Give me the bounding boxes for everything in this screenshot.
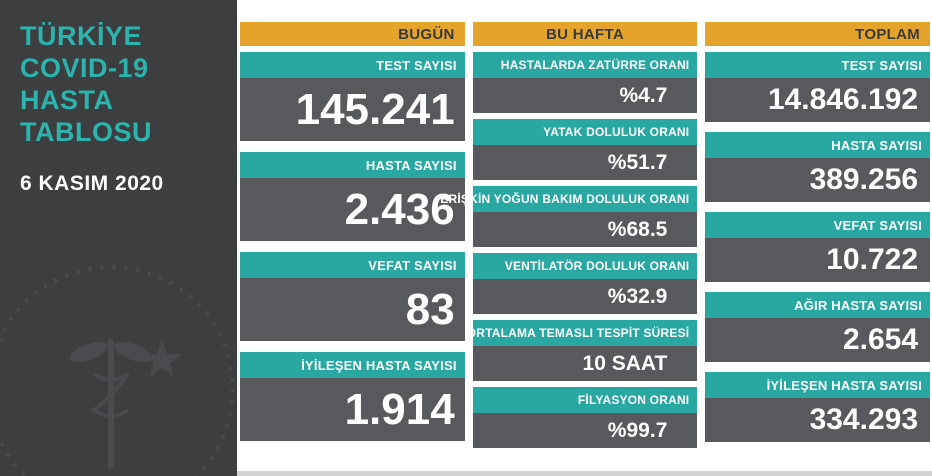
stat-value: %32.9 bbox=[472, 279, 698, 314]
column-toplam: TOPLAM TEST SAYISI 14.846.192 HASTA SAYI… bbox=[705, 22, 931, 476]
column-header-toplam: TOPLAM bbox=[705, 22, 931, 46]
page-title: TÜRKİYE COVID-19 HASTA TABLOSU bbox=[20, 20, 237, 148]
stat-block-vefat-sayisi-toplam: VEFAT SAYISI 10.722 bbox=[705, 212, 931, 282]
stat-label: YATAK DOLULUK ORANI bbox=[472, 119, 698, 145]
stat-block-iyilesen-hasta-toplam: İYİLEŞEN HASTA SAYISI 334.293 bbox=[705, 372, 931, 442]
stat-value: 10.722 bbox=[705, 238, 931, 282]
stat-block-hasta-sayisi-bugun: HASTA SAYISI 2.436 bbox=[240, 152, 465, 241]
stat-label: TEST SAYISI bbox=[705, 52, 931, 78]
title-line-4: TABLOSU bbox=[20, 117, 152, 147]
stat-value: 83 bbox=[240, 278, 465, 341]
stat-value: 145.241 bbox=[240, 78, 465, 141]
stat-block-hasta-sayisi-toplam: HASTA SAYISI 389.256 bbox=[705, 132, 931, 202]
stat-block-yatak-doluluk: YATAK DOLULUK ORANI %51.7 bbox=[472, 119, 698, 180]
ministry-of-health-logo-watermark bbox=[0, 265, 235, 476]
left-panel: TÜRKİYE COVID-19 HASTA TABLOSU 6 KASIM 2… bbox=[0, 0, 237, 476]
stat-label: AĞIR HASTA SAYISI bbox=[705, 292, 931, 318]
stat-block-test-sayisi-bugun: TEST SAYISI 145.241 bbox=[240, 52, 465, 141]
stat-label: TEST SAYISI bbox=[240, 52, 465, 78]
report-date: 6 KASIM 2020 bbox=[20, 172, 164, 195]
stat-label: İYİLEŞEN HASTA SAYISI bbox=[705, 372, 931, 398]
stat-block-agir-hasta-sayisi: AĞIR HASTA SAYISI 2.654 bbox=[705, 292, 931, 362]
stat-value: 389.256 bbox=[705, 158, 931, 202]
stat-label: VEFAT SAYISI bbox=[240, 252, 465, 278]
stat-block-filyasyon-orani: FİLYASYON ORANI %99.7 bbox=[472, 387, 698, 448]
stat-value: %68.5 bbox=[472, 212, 698, 247]
stats-content: BUGÜN TEST SAYISI 145.241 HASTA SAYISI 2… bbox=[237, 0, 932, 476]
bottom-divider bbox=[237, 471, 932, 476]
stat-value: 10 SAAT bbox=[472, 346, 698, 381]
stat-label: İYİLEŞEN HASTA SAYISI bbox=[240, 352, 465, 378]
stat-block-vefat-sayisi-bugun: VEFAT SAYISI 83 bbox=[240, 252, 465, 341]
stat-value: 2.654 bbox=[705, 318, 931, 362]
stat-value: 334.293 bbox=[705, 398, 931, 442]
stat-label: ERİŞKİN YOĞUN BAKIM DOLULUK ORANI bbox=[440, 186, 698, 212]
stat-value: %51.7 bbox=[472, 145, 698, 180]
stat-block-zaturre-orani: HASTALARDA ZATÜRRE ORANI %4.7 bbox=[472, 52, 698, 113]
stat-value: 14.846.192 bbox=[705, 78, 931, 122]
column-header-bugun: BUGÜN bbox=[240, 22, 465, 46]
column-bu-hafta: BU HAFTA HASTALARDA ZATÜRRE ORANI %4.7 Y… bbox=[440, 22, 698, 476]
stat-block-ventilator-doluluk: VENTİLATÖR DOLULUK ORANI %32.9 bbox=[472, 253, 698, 314]
stat-label: ORTALAMA TEMASLI TESPİT SÜRESİ bbox=[467, 320, 698, 346]
stat-label: VEFAT SAYISI bbox=[705, 212, 931, 238]
stat-value: %99.7 bbox=[472, 413, 698, 448]
column-bugun: BUGÜN TEST SAYISI 145.241 HASTA SAYISI 2… bbox=[240, 22, 465, 476]
stat-block-yogun-bakim-doluluk: ERİŞKİN YOĞUN BAKIM DOLULUK ORANI %68.5 bbox=[440, 186, 698, 247]
stat-label: HASTA SAYISI bbox=[240, 152, 465, 178]
stat-block-temasli-tespit-suresi: ORTALAMA TEMASLI TESPİT SÜRESİ 10 SAAT bbox=[467, 320, 698, 381]
stat-value: 1.914 bbox=[240, 378, 465, 441]
stat-label: HASTA SAYISI bbox=[705, 132, 931, 158]
stat-label: HASTALARDA ZATÜRRE ORANI bbox=[472, 52, 698, 78]
stat-label: VENTİLATÖR DOLULUK ORANI bbox=[472, 253, 698, 279]
stat-block-iyilesen-hasta-bugun: İYİLEŞEN HASTA SAYISI 1.914 bbox=[240, 352, 465, 441]
stat-value: 2.436 bbox=[240, 178, 465, 241]
title-line-2: COVID-19 bbox=[20, 53, 149, 83]
title-line-1: TÜRKİYE bbox=[20, 21, 143, 51]
title-line-3: HASTA bbox=[20, 85, 114, 115]
stat-block-test-sayisi-toplam: TEST SAYISI 14.846.192 bbox=[705, 52, 931, 122]
column-header-bu-hafta: BU HAFTA bbox=[472, 22, 698, 46]
stat-label: FİLYASYON ORANI bbox=[472, 387, 698, 413]
stat-value: %4.7 bbox=[472, 78, 698, 113]
